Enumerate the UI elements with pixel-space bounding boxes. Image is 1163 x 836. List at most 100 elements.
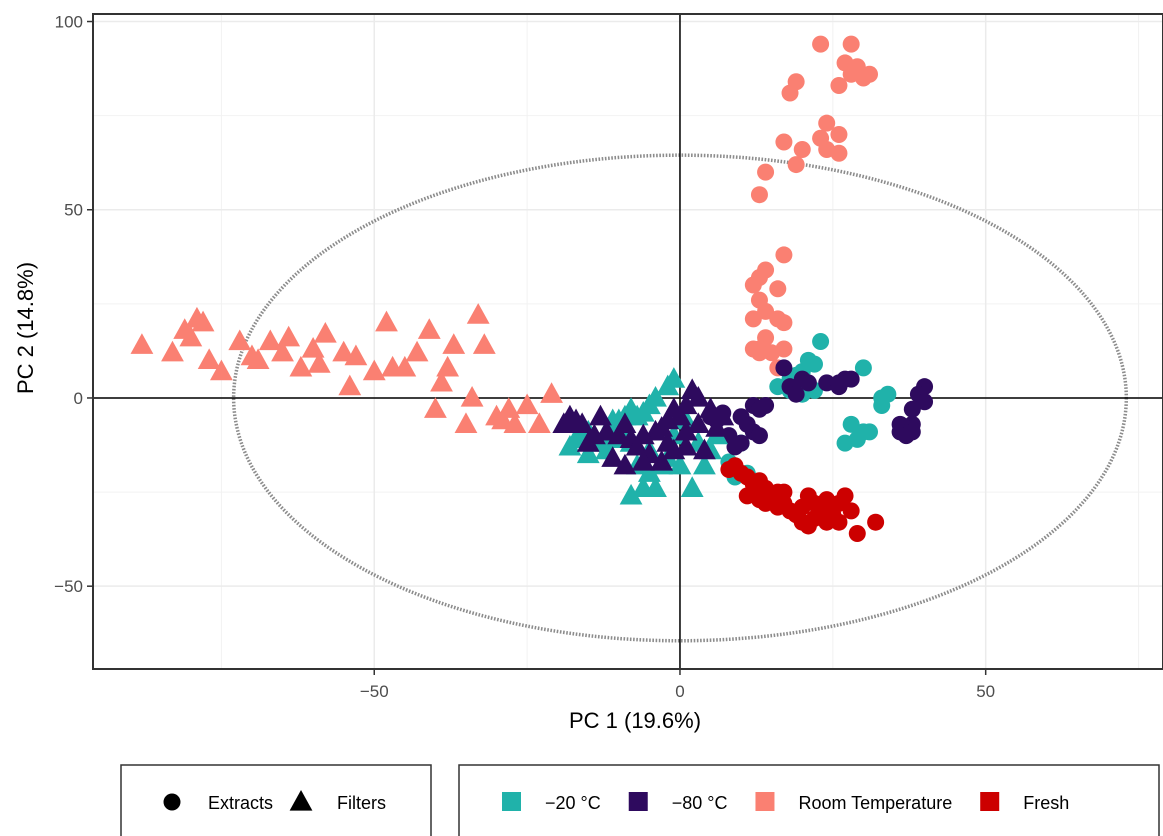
data-point-circle [842,415,860,433]
data-point-triangle [638,461,661,482]
x-axis-title: PC 1 (19.6%) [569,708,701,733]
data-point-triangle [210,359,233,381]
data-point-circle [854,69,872,87]
color-legend-room-temperature-swatch [755,792,775,811]
data-point-circle [861,423,879,441]
data-point-circle [787,385,805,403]
data-point-triangle [301,337,325,358]
data-point-triangle [680,476,704,497]
color-legend-room-temperature-label: Room Temperature [798,793,952,813]
data-point-triangle [466,303,490,324]
data-point-triangle [417,318,441,339]
data-point-triangle [705,416,729,437]
data-point-circle [769,280,787,298]
data-point-triangle [576,431,600,452]
data-point-circle [848,524,866,542]
data-point-triangle [656,374,680,396]
data-point-triangle [686,412,710,433]
data-points [130,35,934,542]
y-tick-label: −50 [54,577,83,596]
data-point-circle [867,513,885,531]
data-point-triangle [161,340,184,362]
color-legend-80-c-label: −80 °C [672,793,728,813]
color-legend-20-c-swatch [502,792,521,811]
color-legend-box [458,764,1160,836]
data-point-circle [775,133,793,151]
data-point-triangle [564,408,588,430]
data-point-circle [812,333,830,350]
data-point-circle [818,114,836,132]
color-legend-fresh-label: Fresh [1023,793,1069,813]
data-point-triangle [527,412,551,433]
data-point-triangle [686,385,710,407]
y-axis-ticks: −50 0 50 100 [54,13,93,596]
data-point-triangle [515,393,539,415]
series-group [702,359,934,456]
data-point-triangle [179,325,203,347]
data-point-triangle [472,333,496,354]
data-point-circle [830,125,848,143]
data-point-circle [744,340,762,358]
data-point-circle [757,163,775,181]
major-grid [93,14,1163,669]
data-point-circle [812,35,830,53]
data-point-circle [775,314,793,332]
data-point-circle [854,359,872,377]
data-point-triangle [631,476,655,497]
data-point-circle [903,400,921,418]
data-point-triangle [699,397,722,418]
data-point-circle [842,35,860,53]
x-tick-label: 0 [675,682,684,701]
reference-lines [93,14,1163,669]
data-point-triangle [271,340,294,362]
data-point-circle [781,84,799,102]
data-point-triangle [375,310,398,332]
color-legend-20-c-label: −20 °C [545,793,601,813]
data-point-circle [769,498,787,516]
data-point-triangle [613,453,637,475]
data-point-triangle [693,438,716,460]
data-point-circle [805,355,823,373]
data-point-triangle [430,370,453,392]
data-point-circle [757,396,775,414]
data-point-triangle [668,453,692,475]
data-point-triangle [674,419,698,441]
x-tick-label: 50 [976,682,995,701]
color-legend-fresh-swatch [980,792,1000,811]
data-point-triangle [625,434,649,456]
data-point-circle [775,483,793,501]
data-point-triangle [644,419,667,441]
data-point-triangle [130,333,154,354]
shape-legend-extracts-label: Extracts [208,793,273,813]
data-point-triangle [674,434,698,456]
data-point-triangle [613,412,637,433]
data-point-circle [775,246,793,264]
data-point-circle [830,513,848,531]
data-point-triangle [313,321,337,343]
data-point-circle [793,141,811,159]
shape-legend-filters-key [289,790,313,811]
x-tick-label: −50 [360,682,389,701]
data-point-triangle [668,404,692,426]
data-point-triangle [424,397,447,418]
data-point-triangle [246,348,270,369]
data-point-triangle [503,412,527,433]
shape-legend: Extracts Filters [163,790,386,813]
data-point-triangle [693,453,716,475]
data-point-triangle [405,340,429,362]
data-point-circle [799,374,817,392]
y-tick-label: 100 [55,13,83,32]
shape-legend-extracts-key [163,793,181,811]
shape-legend-filters-label: Filters [337,793,386,813]
data-point-triangle [601,446,625,467]
series-group [720,457,885,542]
data-point-triangle [338,374,362,396]
data-point-circle [787,506,805,524]
data-point-triangle [650,449,674,471]
y-tick-label: 50 [64,201,83,220]
data-point-circle [750,427,768,445]
y-tick-label: 0 [74,389,83,408]
series-group [744,35,879,377]
data-point-circle [830,374,848,392]
data-point-triangle [589,404,612,426]
